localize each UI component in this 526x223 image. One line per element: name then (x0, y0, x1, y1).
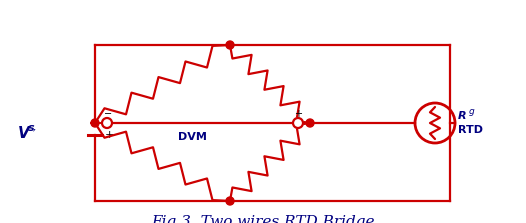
Circle shape (226, 197, 234, 205)
Text: s: s (28, 123, 35, 133)
Circle shape (102, 118, 112, 128)
Text: +: + (105, 130, 114, 140)
Text: Fig.3. Two wires RTD Bridge: Fig.3. Two wires RTD Bridge (151, 215, 375, 223)
Circle shape (226, 41, 234, 49)
Text: DVM: DVM (178, 132, 207, 142)
Text: −: − (103, 116, 112, 126)
Circle shape (306, 119, 314, 127)
Text: R: R (458, 111, 467, 121)
Text: g: g (469, 107, 475, 116)
Text: +: + (294, 109, 302, 119)
Circle shape (91, 119, 99, 127)
Circle shape (293, 118, 303, 128)
Text: −: − (104, 109, 112, 119)
Text: RTD: RTD (458, 125, 483, 135)
Text: V: V (18, 126, 30, 140)
Text: ′: ′ (33, 128, 36, 140)
